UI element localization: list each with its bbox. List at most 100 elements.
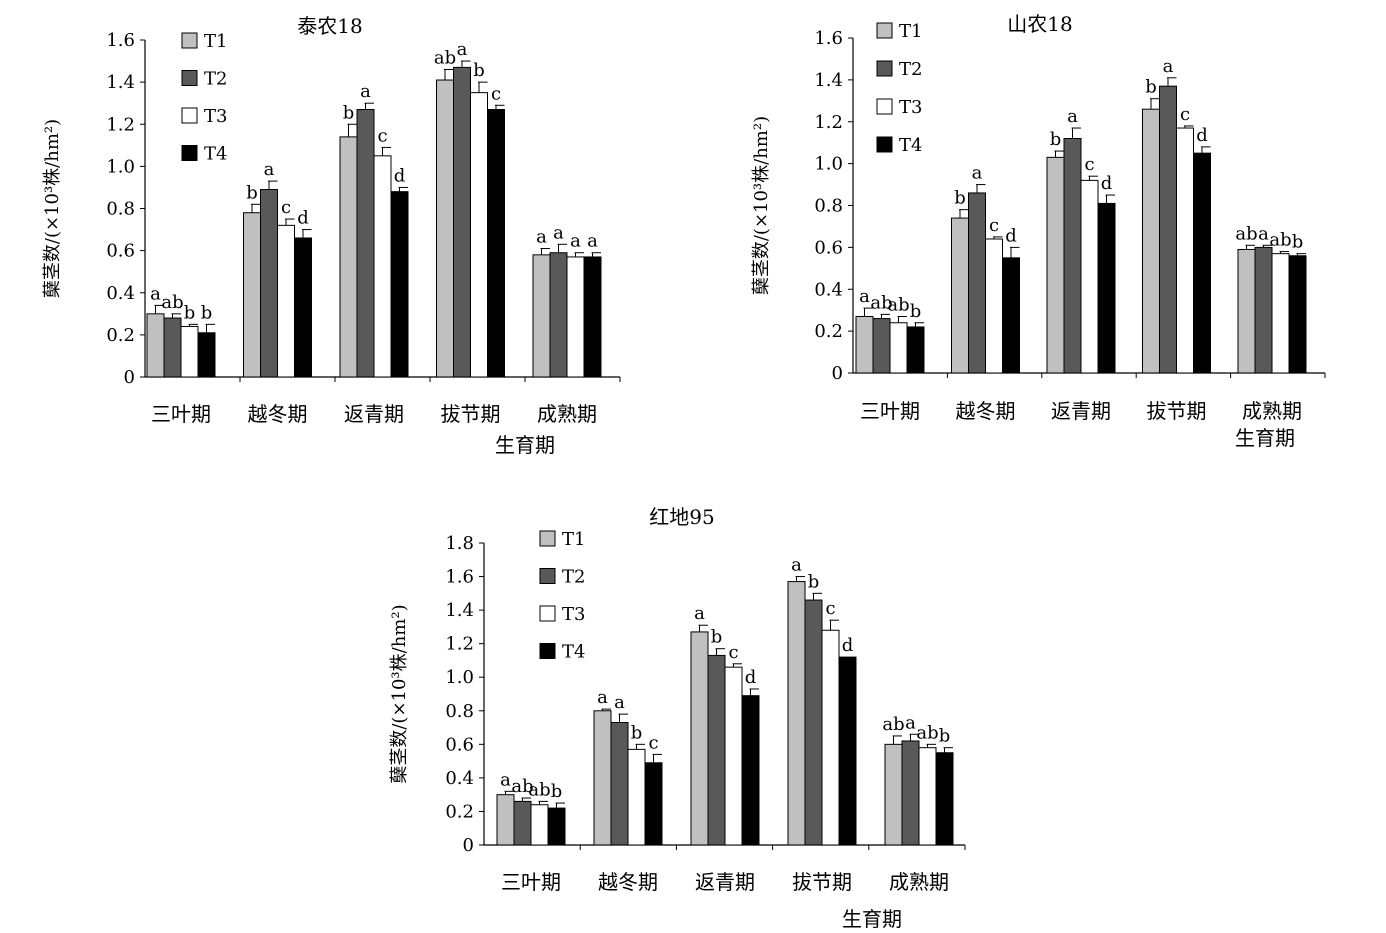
y-tick-label: 0.6	[814, 237, 843, 258]
significance-letter: a	[1163, 56, 1174, 77]
y-tick-label: 1.6	[814, 28, 843, 49]
bar-t2	[1063, 138, 1082, 374]
significance-letter: a	[264, 159, 275, 180]
bar-t4	[1002, 257, 1020, 374]
bar-t2	[549, 252, 568, 378]
y-tick-label: 0.4	[445, 768, 474, 789]
bar-t3	[627, 748, 646, 846]
chart-tainong18: 泰农18 蘖茎数/(×10³株/hm²) 0 0.2 0.4 0.6 0.8 1.0 1.2 1.…	[42, 14, 621, 457]
y-tick-label: 0.6	[445, 734, 474, 755]
y-tick-label: 1.2	[445, 634, 474, 655]
x-tick-label: 三叶期	[151, 402, 211, 426]
y-tick-label: 0.4	[106, 283, 135, 304]
significance-letter: a	[150, 283, 161, 304]
significance-letter: b	[201, 302, 213, 323]
significance-letter: d	[297, 208, 309, 229]
y-tick-label: 1.4	[106, 72, 135, 93]
bar-t1	[496, 794, 515, 846]
y-tick-label: 1.4	[445, 600, 474, 621]
legend-label: T4	[562, 642, 585, 663]
chart-title: 红地95	[649, 505, 714, 529]
legend-swatch-t2	[876, 60, 893, 77]
bar-t4	[1193, 152, 1211, 374]
bar-t2	[163, 317, 182, 378]
bar-t1	[1046, 156, 1065, 374]
bar-t4	[644, 762, 663, 846]
bar-t3	[277, 224, 295, 378]
y-tick-label: 0.6	[106, 241, 135, 262]
legend: T1 T2 T3 T4	[539, 529, 585, 663]
bar-t3	[1176, 127, 1194, 374]
legend-label: T2	[562, 567, 585, 588]
legend-swatch-t4	[181, 145, 198, 161]
legend: T1 T2 T3 T4	[181, 31, 227, 165]
bar-t1	[532, 254, 551, 378]
x-axis-label: 生育期	[495, 433, 555, 457]
bar-t4	[741, 695, 760, 846]
bar-t1	[855, 315, 874, 374]
x-tick-label: 拔节期	[1147, 399, 1207, 423]
chart-hongdi95: 红地95 蘖茎数/(×10³株/hm²) 0 0.2 0.4 0.6 0.8 1.0 1.2 1.…	[389, 505, 966, 931]
bar-t1	[146, 313, 165, 378]
significance-letter: a	[457, 39, 468, 60]
y-tick-label: 0.2	[814, 321, 843, 342]
significance-letter: b	[1145, 77, 1157, 98]
bar-t2	[610, 722, 629, 846]
bar-t2	[968, 192, 986, 374]
bar-t2	[1159, 85, 1177, 374]
bar-t3	[1080, 179, 1099, 374]
bar-t4	[390, 191, 409, 378]
y-tick-label: 0.2	[445, 801, 474, 822]
bar-t1	[884, 743, 903, 846]
x-tick-label: 返青期	[695, 870, 755, 894]
legend-label: T1	[562, 529, 585, 550]
significance-letter: c	[728, 642, 738, 663]
significance-letter: c	[989, 215, 999, 236]
significance-letter: c	[377, 125, 387, 146]
bar-t4	[1288, 255, 1307, 374]
bar-t2	[356, 109, 375, 378]
legend-swatch-t4	[876, 136, 893, 153]
significance-letter: d	[394, 165, 406, 186]
significance-letter: ab	[1269, 230, 1291, 251]
significance-letter: c	[491, 83, 501, 104]
legend-swatch-t3	[876, 98, 893, 115]
x-tick-label: 拔节期	[441, 402, 501, 426]
significance-letter: a	[360, 81, 371, 102]
legend-swatch-t4	[539, 643, 556, 659]
bar-t3	[180, 325, 199, 378]
legend-label: T1	[204, 31, 227, 52]
significance-letter: ab	[434, 47, 456, 68]
bar-t3	[1271, 253, 1290, 374]
legend-label: T4	[204, 144, 227, 165]
significance-letter: a	[859, 286, 870, 307]
significance-letter: ab	[882, 714, 904, 735]
significance-letter: a	[597, 687, 608, 708]
y-tick-label: 1.8	[445, 533, 474, 554]
bar-t3	[566, 256, 585, 378]
bar-t3	[821, 629, 840, 846]
significance-letter: ab	[161, 292, 183, 313]
bar-t2	[901, 740, 920, 846]
significance-letter: b	[711, 627, 723, 648]
y-tick-label: 0.8	[106, 199, 135, 220]
significance-letter: ab	[1235, 223, 1257, 244]
significance-letter: b	[954, 188, 966, 209]
bar-t1	[787, 581, 806, 846]
bar-t4	[487, 109, 505, 378]
y-axis-label: 蘖茎数/(×10³株/hm²)	[42, 119, 63, 298]
x-tick-label: 三叶期	[860, 399, 920, 423]
y-tick-label: 0.4	[814, 279, 843, 300]
bar-t2	[804, 599, 823, 846]
legend-swatch-t3	[181, 107, 198, 124]
x-tick-label: 返青期	[1051, 399, 1111, 423]
significance-letter: ab	[916, 722, 938, 743]
bar-t4	[197, 332, 216, 378]
y-tick-label: 0.2	[106, 325, 135, 346]
bar-t1	[436, 79, 454, 378]
significance-letter: a	[553, 222, 564, 243]
x-tick-label: 成熟期	[1242, 399, 1302, 423]
significance-letter: a	[500, 769, 511, 790]
bar-t1	[1142, 108, 1160, 374]
chart-shannong18: 山农18 蘖茎数/(×10³株/hm²) 0 0.2 0.4 0.6 0.8 1.0 1.2 1.…	[751, 12, 1326, 450]
